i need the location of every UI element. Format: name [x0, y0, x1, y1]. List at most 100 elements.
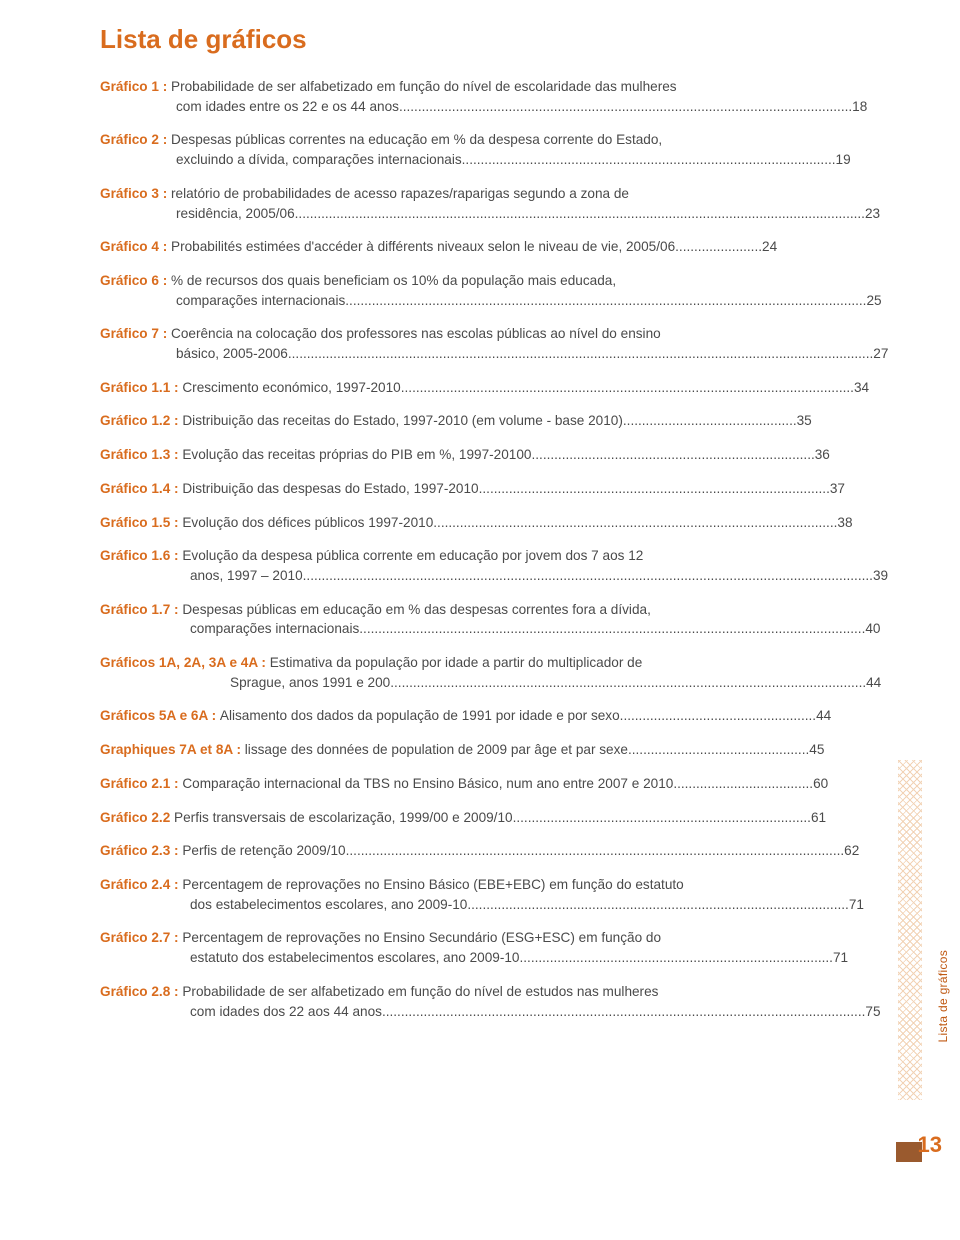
- entry-page: 27: [873, 346, 888, 361]
- entry-line1: Gráfico 3 : relatório de probabilidades …: [100, 184, 902, 204]
- entry-line2: dos estabelecimentos escolares, ano 2009…: [100, 895, 902, 915]
- entry-label: Gráfico 1.4 :: [100, 481, 182, 496]
- entry-page: 71: [833, 950, 848, 965]
- toc-entry: Gráfico 1.6 : Evolução da despesa públic…: [100, 546, 902, 585]
- entry-line1: Gráfico 1.6 : Evolução da despesa públic…: [100, 546, 902, 566]
- entry-text: Evolução da despesa pública corrente em …: [182, 548, 643, 563]
- entries-list: Gráfico 1 : Probabilidade de ser alfabet…: [100, 77, 902, 1021]
- toc-entry: Gráfico 2.8 : Probabilidade de ser alfab…: [100, 982, 902, 1021]
- entry-line1: Gráfico 1.1 : Crescimento económico, 199…: [100, 378, 902, 398]
- entry-line2: básico, 2005-2006.......................…: [100, 344, 902, 364]
- entry-line2: comparações internacionais..............…: [100, 291, 902, 311]
- entry-line2: Sprague, anos 1991 e 200................…: [100, 673, 902, 693]
- entry-page: 18: [852, 99, 867, 114]
- entry-text: Despesas públicas correntes na educação …: [171, 132, 662, 147]
- entry-text: Alisamento dos dados da população de 199…: [220, 708, 620, 723]
- entry-text: Estimativa da população por idade a part…: [270, 655, 643, 670]
- toc-entry: Gráfico 1.2 : Distribuição das receitas …: [100, 411, 902, 431]
- entry-text: lissage des données de population de 200…: [245, 742, 628, 757]
- entry-continuation: com idades dos 22 aos 44 anos: [190, 1004, 382, 1019]
- entry-line1: Gráfico 1.3 : Evolução das receitas próp…: [100, 445, 902, 465]
- entry-continuation: comparações internacionais: [176, 293, 345, 308]
- entry-line2: estatuto dos estabelecimentos escolares,…: [100, 948, 902, 968]
- toc-entry: Gráfico 2.1 : Comparação internacional d…: [100, 774, 902, 794]
- dot-leader: ........................................…: [628, 742, 809, 757]
- entry-page: 25: [866, 293, 881, 308]
- page-number: 13: [918, 1132, 942, 1158]
- toc-entry: Gráfico 1.5 : Evolução dos défices públi…: [100, 513, 902, 533]
- entry-label: Gráfico 7 :: [100, 326, 171, 341]
- dot-leader: ........................................…: [382, 1004, 865, 1019]
- toc-entry: Gráfico 6 : % de recursos dos quais bene…: [100, 271, 902, 310]
- entry-line1: Gráfico 2.1 : Comparação internacional d…: [100, 774, 902, 794]
- dot-leader: ........................................…: [513, 810, 811, 825]
- entry-line2: com idades entre os 22 e os 44 anos.....…: [100, 97, 902, 117]
- entry-text: Evolução das receitas próprias do PIB em…: [182, 447, 531, 462]
- entry-label: Gráficos 1A, 2A, 3A e 4A :: [100, 655, 270, 670]
- toc-entry: Gráfico 2.4 : Percentagem de reprovações…: [100, 875, 902, 914]
- entry-label: Gráfico 1.5 :: [100, 515, 182, 530]
- entry-continuation: estatuto dos estabelecimentos escolares,…: [190, 950, 519, 965]
- entry-page: 44: [816, 708, 831, 723]
- entry-page: 34: [854, 380, 869, 395]
- entry-continuation: anos, 1997 – 2010: [190, 568, 303, 583]
- entry-label: Gráfico 3 :: [100, 186, 171, 201]
- toc-entry: Gráfico 2 : Despesas públicas correntes …: [100, 130, 902, 169]
- entry-continuation: excluindo a dívida, comparações internac…: [176, 152, 462, 167]
- entry-text: relatório de probabilidades de acesso ra…: [171, 186, 629, 201]
- list-title: Lista de gráficos: [100, 24, 902, 55]
- entry-line1: Gráfico 2.4 : Percentagem de reprovações…: [100, 875, 902, 895]
- side-label: Lista de gráficos: [936, 950, 950, 1042]
- dot-leader: .....................................: [673, 776, 813, 791]
- entry-line1: Gráfico 1 : Probabilidade de ser alfabet…: [100, 77, 902, 97]
- dot-leader: ........................................…: [479, 481, 830, 496]
- entry-label: Gráfico 2.3 :: [100, 843, 182, 858]
- entry-label: Gráfico 1.2 :: [100, 413, 182, 428]
- toc-entry: Gráfico 7 : Coerência na colocação dos p…: [100, 324, 902, 363]
- entry-continuation: Sprague, anos 1991 e 200: [230, 675, 390, 690]
- entry-continuation: dos estabelecimentos escolares, ano 2009…: [190, 897, 467, 912]
- toc-entry: Gráficos 5A e 6A : Alisamento dos dados …: [100, 706, 902, 726]
- entry-page: 44: [866, 675, 881, 690]
- toc-entry: Graphiques 7A et 8A : lissage des donnée…: [100, 740, 902, 760]
- entry-text: Percentagem de reprovações no Ensino Sec…: [182, 930, 661, 945]
- dot-leader: .......................: [675, 239, 762, 254]
- entry-label: Gráfico 1 :: [100, 79, 171, 94]
- entry-line1: Gráfico 1.2 : Distribuição das receitas …: [100, 411, 902, 431]
- entry-text: Evolução dos défices públicos 1997-2010: [182, 515, 433, 530]
- side-pattern: [898, 760, 922, 1100]
- entry-line1: Gráfico 4 : Probabilités estimées d'accé…: [100, 237, 902, 257]
- toc-entry: Gráfico 1.4 : Distribuição das despesas …: [100, 479, 902, 499]
- entry-label: Gráfico 2.1 :: [100, 776, 182, 791]
- entry-page: 36: [815, 447, 830, 462]
- entry-line1: Graphiques 7A et 8A : lissage des donnée…: [100, 740, 902, 760]
- entry-page: 37: [830, 481, 845, 496]
- entry-label: Gráfico 2.2: [100, 810, 174, 825]
- entry-page: 60: [813, 776, 828, 791]
- entry-line1: Gráficos 1A, 2A, 3A e 4A : Estimativa da…: [100, 653, 902, 673]
- dot-leader: ........................................…: [295, 206, 865, 221]
- toc-entry: Gráfico 3 : relatório de probabilidades …: [100, 184, 902, 223]
- entry-line1: Gráfico 2 : Despesas públicas correntes …: [100, 130, 902, 150]
- entry-line1: Gráfico 1.5 : Evolução dos défices públi…: [100, 513, 902, 533]
- entry-line2: com idades dos 22 aos 44 anos...........…: [100, 1002, 902, 1022]
- dot-leader: ........................................…: [467, 897, 848, 912]
- entry-label: Gráfico 2.7 :: [100, 930, 182, 945]
- entry-text: Despesas públicas em educação em % das d…: [182, 602, 651, 617]
- entry-label: Gráfico 1.6 :: [100, 548, 182, 563]
- entry-label: Gráfico 1.1 :: [100, 380, 182, 395]
- entry-page: 71: [849, 897, 864, 912]
- entry-text: Distribuição das despesas do Estado, 199…: [182, 481, 478, 496]
- dot-leader: ........................................…: [288, 346, 873, 361]
- dot-leader: ........................................…: [345, 293, 866, 308]
- entry-page: 23: [865, 206, 880, 221]
- dot-leader: ........................................…: [346, 843, 845, 858]
- dot-leader: ........................................…: [359, 621, 865, 636]
- entry-line2: excluindo a dívida, comparações internac…: [100, 150, 902, 170]
- entry-page: 19: [836, 152, 851, 167]
- entry-line1: Gráfico 2.3 : Perfis de retenção 2009/10…: [100, 841, 902, 861]
- entry-label: Gráfico 1.3 :: [100, 447, 182, 462]
- toc-entry: Gráfico 2.7 : Percentagem de reprovações…: [100, 928, 902, 967]
- entry-text: Probabilidade de ser alfabetizado em fun…: [171, 79, 677, 94]
- page-container: Lista de gráficos Gráfico 1 : Probabilid…: [0, 0, 960, 1240]
